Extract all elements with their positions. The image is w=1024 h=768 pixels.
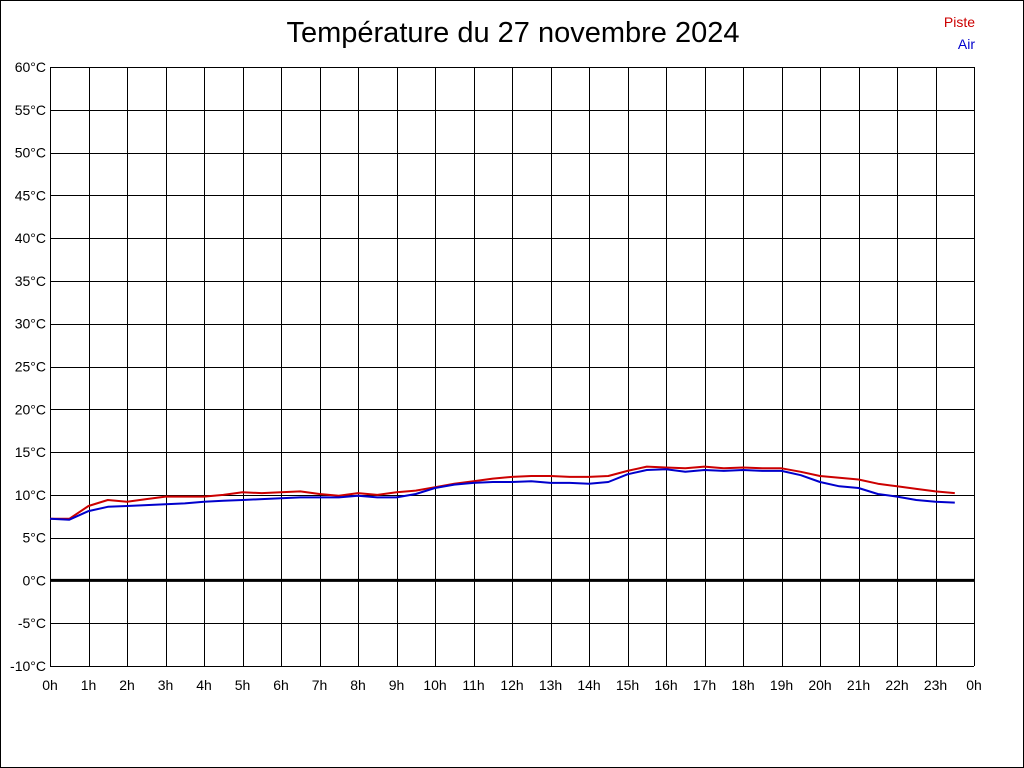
y-tick-label: 15°C bbox=[15, 444, 46, 460]
x-tick-label: 23h bbox=[924, 677, 947, 693]
legend-piste: Piste bbox=[943, 14, 975, 30]
series-line-air bbox=[49, 468, 955, 521]
x-tick-label: 2h bbox=[119, 677, 135, 693]
x-tick-label: 8h bbox=[350, 677, 366, 693]
x-tick-label: 7h bbox=[312, 677, 328, 693]
x-tick-label: 21h bbox=[847, 677, 870, 693]
x-tick-label: 17h bbox=[693, 677, 716, 693]
x-tick-label: 11h bbox=[462, 677, 484, 693]
x-tick-label: 15h bbox=[616, 677, 639, 693]
x-tick-label: 14h bbox=[577, 677, 600, 693]
x-tick-label: 4h bbox=[196, 677, 212, 693]
y-tick-label: 0°C bbox=[23, 572, 47, 588]
x-tick-label: 19h bbox=[770, 677, 793, 693]
x-tick-label: 0h bbox=[966, 677, 982, 693]
y-tick-label: -5°C bbox=[18, 615, 46, 631]
x-tick-label: 5h bbox=[235, 677, 251, 693]
x-tick-label: 1h bbox=[81, 677, 97, 693]
x-tick-label: 0h bbox=[42, 677, 58, 693]
x-tick-label: 10h bbox=[423, 677, 446, 693]
x-tick-label: 22h bbox=[885, 677, 908, 693]
y-tick-label: 10°C bbox=[15, 487, 46, 503]
legend-air: Air bbox=[957, 36, 975, 52]
y-tick-label: 25°C bbox=[15, 359, 46, 375]
x-tick-label: 3h bbox=[158, 677, 174, 693]
series-line-piste bbox=[50, 465, 955, 520]
y-tick-label: 40°C bbox=[15, 230, 46, 246]
x-tick-label: 12h bbox=[500, 677, 523, 693]
y-tick-label: 5°C bbox=[23, 530, 47, 546]
y-tick-label: 45°C bbox=[15, 187, 46, 203]
chart-title: Température du 27 novembre 2024 bbox=[286, 17, 740, 49]
x-tick-label: 18h bbox=[731, 677, 754, 693]
y-tick-label: 55°C bbox=[15, 102, 46, 118]
y-tick-label: 35°C bbox=[15, 273, 46, 289]
x-tick-label: 20h bbox=[808, 677, 831, 693]
y-tick-label: 60°C bbox=[15, 59, 46, 75]
y-tick-label: 20°C bbox=[15, 401, 46, 417]
y-tick-label: 30°C bbox=[15, 316, 46, 332]
x-tick-label: 6h bbox=[273, 677, 289, 693]
y-tick-label: 50°C bbox=[15, 145, 46, 161]
y-tick-label: -10°C bbox=[10, 658, 46, 674]
x-tick-label: 16h bbox=[654, 677, 677, 693]
x-tick-label: 13h bbox=[539, 677, 562, 693]
x-tick-label: 9h bbox=[389, 677, 405, 693]
